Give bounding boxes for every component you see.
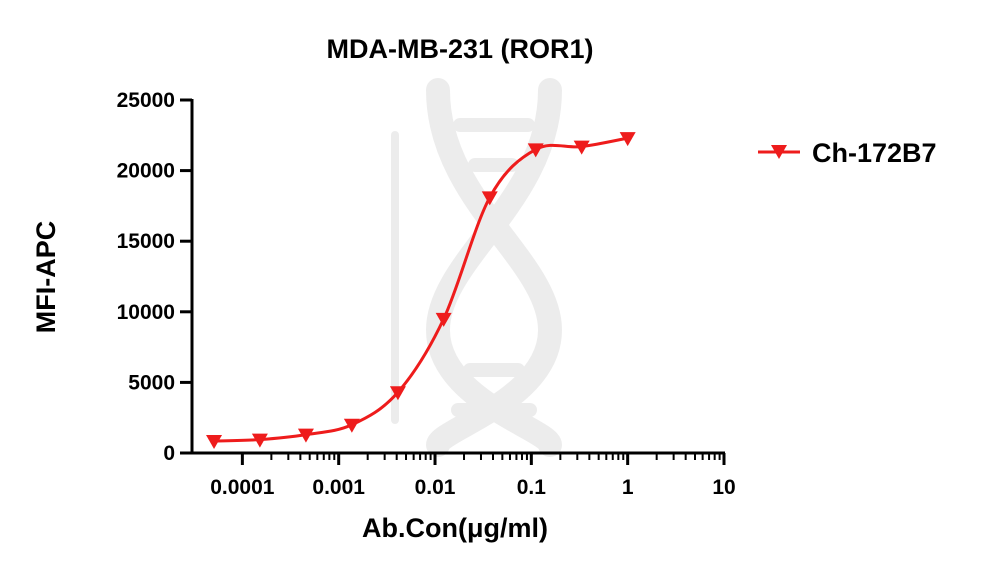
data-point <box>297 428 314 443</box>
x-tick-label: 0.001 <box>312 476 365 499</box>
data-point <box>481 191 498 206</box>
chart-title: MDA-MB-231 (ROR1) <box>326 34 593 64</box>
data-point <box>527 143 544 158</box>
data-point <box>343 418 360 433</box>
y-tick-label: 20000 <box>117 160 175 183</box>
legend: Ch-172B7 <box>758 138 937 168</box>
data-point <box>389 386 406 401</box>
data-point <box>206 434 223 449</box>
y-axis-label: MFI-APC <box>31 221 61 333</box>
fit-curve <box>213 136 628 443</box>
y-axis: 0 5000 10000 15000 20000 25000 <box>117 89 194 465</box>
dna-watermark <box>391 78 563 457</box>
data-point <box>573 140 590 155</box>
plot-area <box>206 132 636 449</box>
data-point <box>435 312 452 327</box>
x-tick-label: 10 <box>712 476 735 499</box>
y-tick-label: 25000 <box>117 89 175 112</box>
data-point <box>251 433 268 448</box>
legend-marker <box>771 145 787 159</box>
x-tick-label: 0.01 <box>415 476 456 499</box>
y-tick-label: 10000 <box>117 301 175 324</box>
y-tick-label: 0 <box>163 442 175 465</box>
x-axis: 0.0001 0.001 0.01 0.1 1 10 <box>191 451 736 499</box>
y-tick-label: 5000 <box>128 371 175 394</box>
data-point <box>619 132 636 147</box>
y-tick-label: 15000 <box>117 230 175 253</box>
x-axis-label: Ab.Con(μg/ml) <box>362 513 548 543</box>
x-tick-label: 1 <box>622 476 634 499</box>
x-tick-label: 0.1 <box>517 476 547 499</box>
x-tick-label: 0.0001 <box>210 476 275 499</box>
legend-label: Ch-172B7 <box>812 138 937 168</box>
